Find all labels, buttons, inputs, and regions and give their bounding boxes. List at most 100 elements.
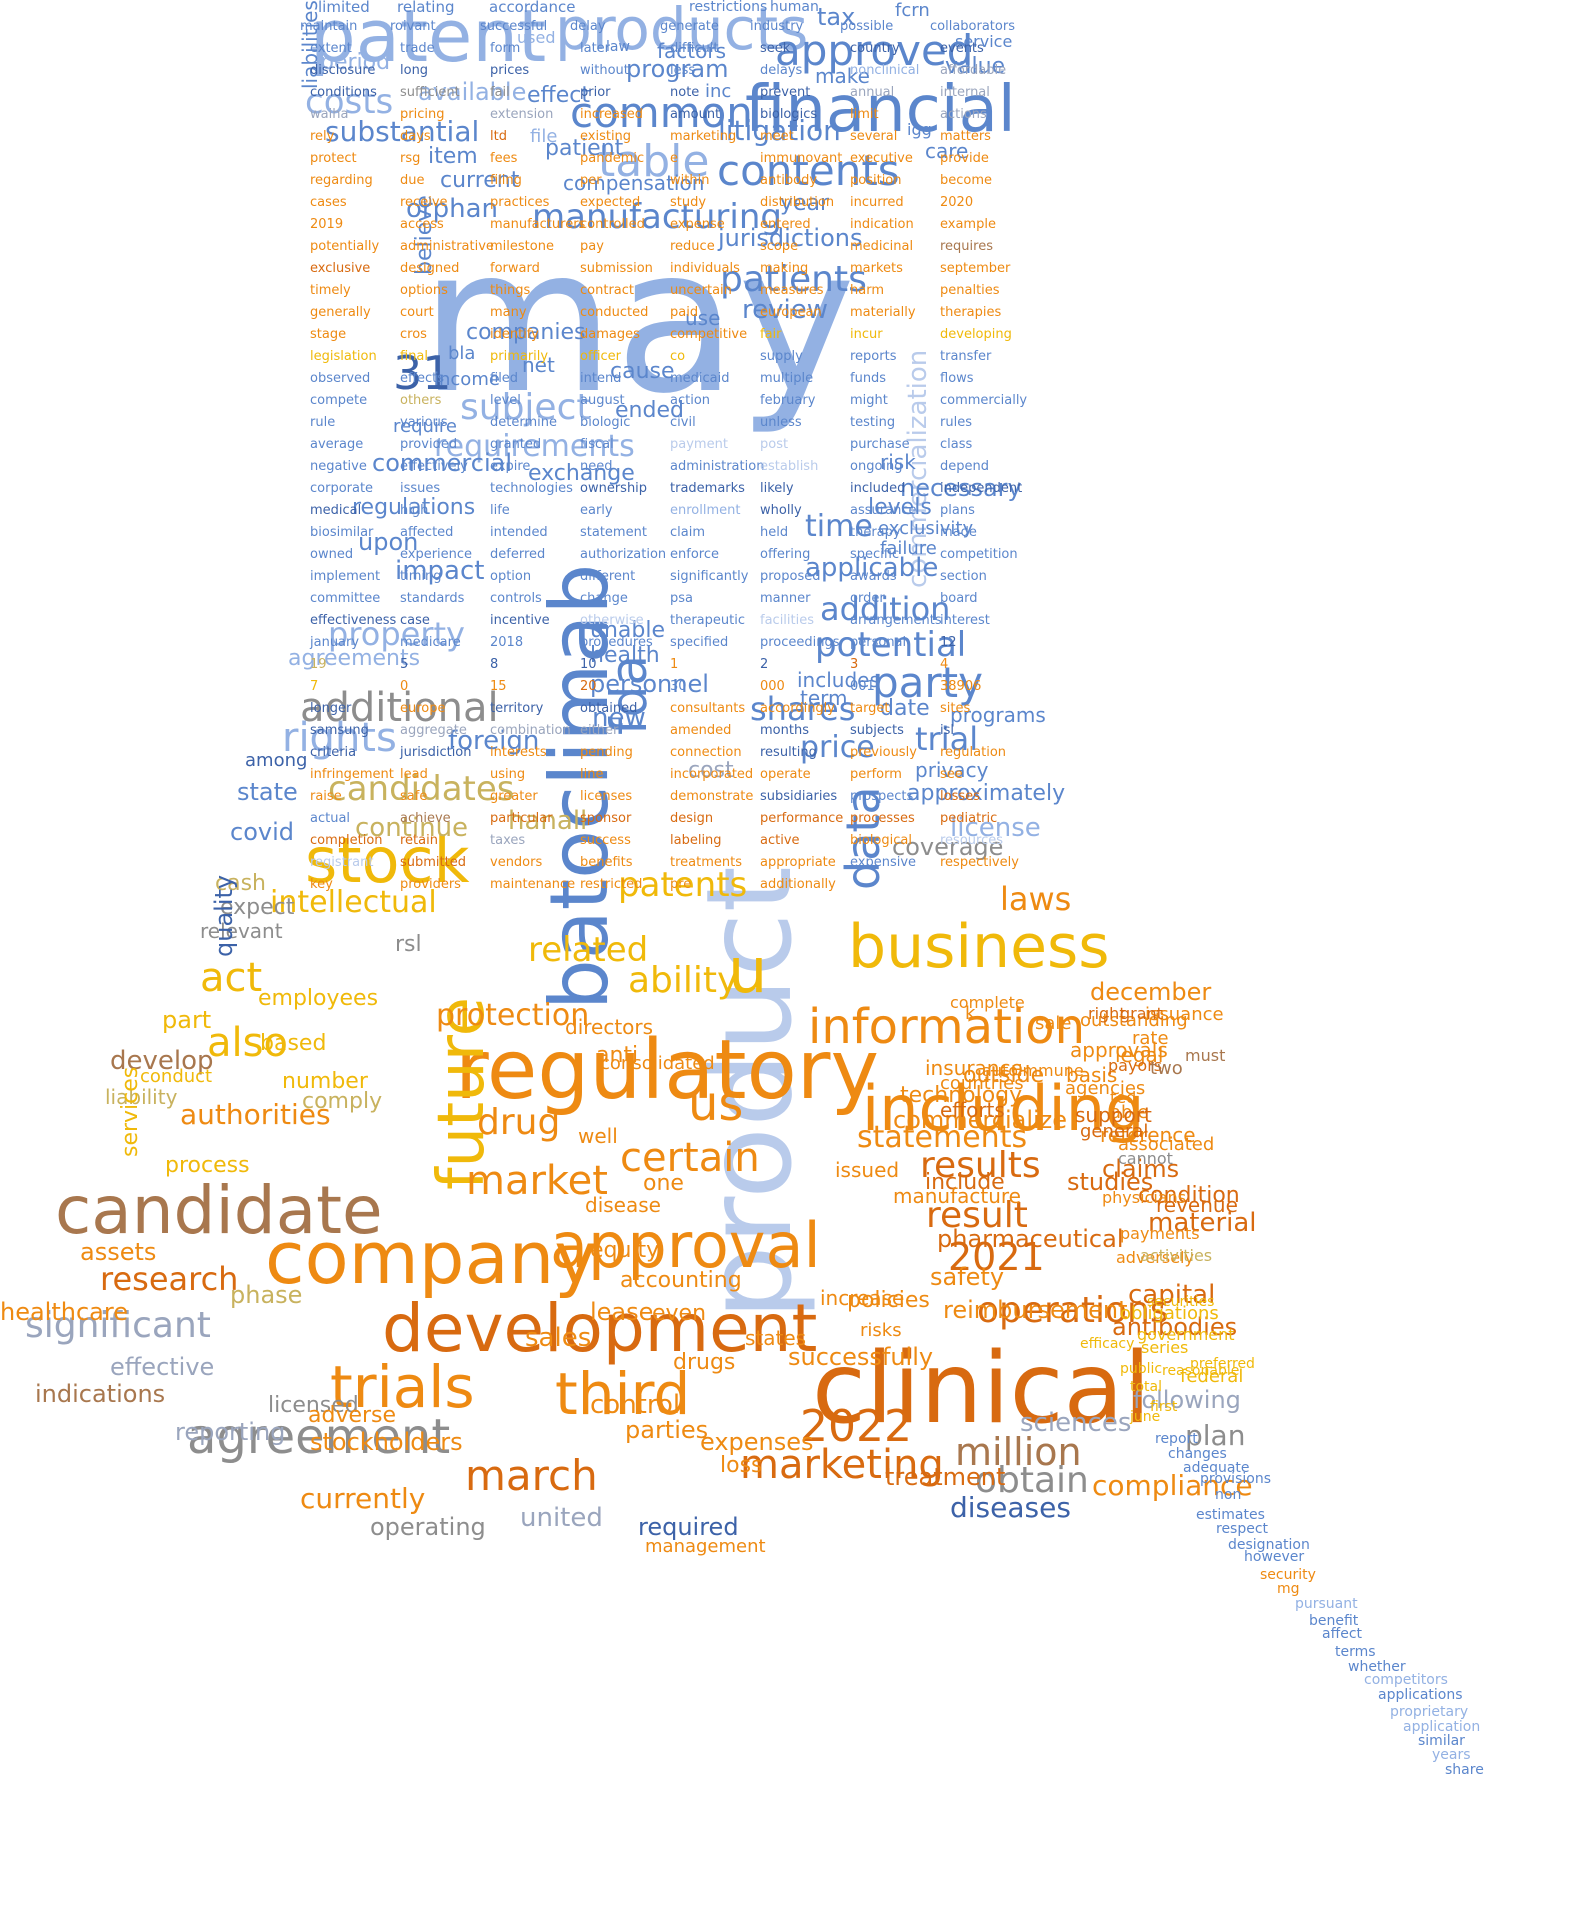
word-reference: reference [1100,1123,1196,1147]
word-38906: 38906 [940,679,982,694]
word-biosimilar: biosimilar [310,525,374,540]
word-multiple: multiple [760,371,814,386]
word-19: 19 [310,657,327,672]
word-marketing: marketing [740,1442,944,1488]
word-estimates: estimates [1196,1507,1265,1523]
word-proprietary: proprietary [1390,1704,1469,1720]
word-obtained: obtained [580,701,638,716]
word-antibodies: antibodies [1112,1313,1238,1341]
word-entered: entered [760,217,811,232]
word-life: life [490,503,510,518]
word-held: held [760,525,789,540]
word-million: million [955,1430,1082,1474]
word-cost: cost [688,758,734,783]
word-ended: ended [615,398,684,423]
word-year: year [780,191,830,216]
word-samsung: samsung [310,723,369,738]
word-conditions: conditions [310,85,377,100]
word-8: 8 [490,657,499,672]
word-activities: activities [1140,1246,1213,1265]
word-laws: laws [1000,880,1072,918]
word-includes: includes [797,668,880,692]
word-obtain: obtain [975,1460,1089,1501]
word-obligations: obligations [1120,1303,1219,1324]
word-otherwise: otherwise [580,613,644,628]
word-identify: identify [490,327,539,342]
word-licensed: licensed [268,1393,359,1418]
word-used: used [517,28,556,47]
word-prices: prices [490,63,530,78]
word-financial: financial [745,73,1016,147]
word-potential: potential [815,625,967,665]
word-several: several [850,129,898,144]
word-capital: capital [1128,1280,1216,1310]
word-claims: claims [1102,1155,1180,1183]
word-party: party [872,658,983,707]
word-lease: lease [590,1298,654,1326]
word-existing: existing [580,129,632,144]
word-loss: loss [720,1453,763,1478]
word-biological: biological [850,833,912,848]
word-regulatory: regulatory [455,1023,879,1118]
word-co: co [670,349,686,364]
word-changes: changes [1168,1446,1227,1462]
word-1: 1 [670,657,679,672]
word-complete: complete [950,993,1025,1012]
word-payors: payors [1108,1056,1163,1075]
word-develop: develop [110,1046,214,1076]
word-sponsor: sponsor [580,811,632,826]
word-waiha: waiha [310,107,349,122]
word-2: 2 [760,657,769,672]
word-medicinal: medicinal [850,239,914,254]
word-effectively: effectively [400,459,468,474]
word-sciences: sciences [1020,1408,1132,1438]
word-government: government [1137,1325,1235,1344]
word-authorization: authorization [580,547,667,562]
word-public: public [1120,1361,1163,1377]
word-personnel: personnel [590,670,709,698]
word-consultants: consultants [670,701,746,716]
word-line: line [580,767,604,782]
word-study: study [670,195,707,210]
word-form: form [490,41,521,56]
word-programs: programs [950,703,1046,727]
word-country: country [850,41,900,56]
word-testing: testing [850,415,896,430]
word-manufacturers: manufacturers [490,217,586,232]
word-actions: actions [940,107,987,122]
word-proceedings: proceedings [760,635,840,650]
word-establish: establish [760,459,819,474]
word-fees: fees [490,151,518,166]
word-increased: increased [580,107,644,122]
word-protect: protect [310,151,357,166]
word-things: things [490,283,531,298]
word-owned: owned [310,547,354,562]
word-committee: committee [310,591,381,606]
word-expenses: expenses [700,1428,814,1456]
word-intend: intend [580,371,622,386]
word-require: require [393,416,457,437]
word-issuance: issuance [1145,1004,1224,1025]
word-market: market [466,1158,608,1204]
word-legal: legal [1115,1043,1164,1067]
word-affordable: affordable [940,63,1007,78]
word-access: access [400,217,444,232]
word-001: 001 [850,679,875,694]
word-unless: unless [760,415,802,430]
word-countries: countries [940,1073,1024,1094]
word-healthcare: healthcare [0,1298,128,1326]
word-inc: inc [705,81,732,102]
word-total: total [1130,1379,1163,1395]
word-30: 30 [670,679,687,694]
word-risk: risk [880,450,916,474]
word-offering: offering [760,547,811,562]
word-provisions: provisions [1200,1471,1271,1487]
word-additionally: additionally [760,877,836,892]
word-raise: raise [310,789,342,804]
word-medicaid: medicaid [670,371,730,386]
word-matters: matters [940,129,991,144]
word-biologics: biologics [760,107,818,122]
word-clinical: clinical [812,1332,1151,1446]
word-health: health [590,643,660,668]
word-events: events [940,41,984,56]
